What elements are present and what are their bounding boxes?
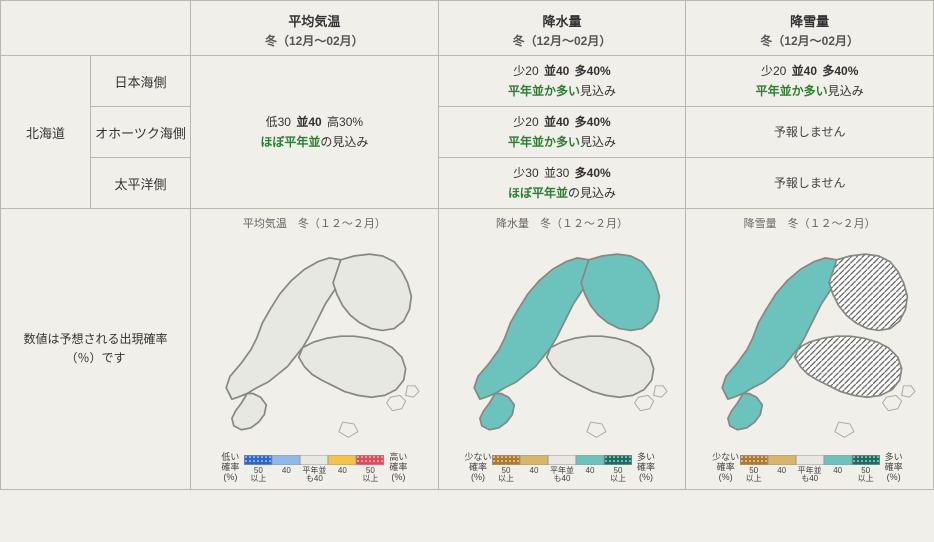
map-cell-temp: 平均気温 冬（１２～２月） 低い確率(%)50以上40平年並も404050以上高… bbox=[191, 209, 439, 490]
map-title: 平均気温 冬（１２～２月） bbox=[195, 215, 434, 231]
cell-precip-1: 少20 並40 多40% 平年並か多い見込み bbox=[438, 107, 686, 158]
map-title: 降雪量 冬（１２～２月） bbox=[690, 215, 929, 231]
prob-mid: 並40 bbox=[296, 115, 321, 129]
row-nihonkai: 北海道 日本海側 低30 並40 高30% ほぼ平年並の見込み 少20 並40 … bbox=[1, 56, 934, 107]
summary-plain: 見込み bbox=[828, 84, 864, 98]
prob-mid: 並40 bbox=[792, 64, 817, 78]
legend-swatch: 50以上 bbox=[604, 455, 632, 483]
hokkaido-map-snow bbox=[695, 235, 925, 445]
col-header-snow: 降雪量 冬（12月～02月） bbox=[686, 1, 934, 56]
legend-right-label: 高い確率(%) bbox=[384, 453, 412, 483]
map-cell-precip: 降水量 冬（１２～２月） 少ない確率(%)50以上40平年並も404050以上多… bbox=[438, 209, 686, 490]
summary-em: 平年並か多い bbox=[508, 135, 580, 149]
hokkaido-map-precip bbox=[447, 235, 677, 445]
header-row: 平均気温 冬（12月～02月） 降水量 冬（12月～02月） 降雪量 冬（12月… bbox=[1, 1, 934, 56]
col-header-temp: 平均気温 冬（12月～02月） bbox=[191, 1, 439, 56]
prob-mid: 並40 bbox=[544, 115, 569, 129]
prob-mid: 並40 bbox=[544, 64, 569, 78]
legend-swatch: 40 bbox=[824, 455, 852, 483]
row-okhotsk: オホーツク海側 少20 並40 多40% 平年並か多い見込み 予報しません bbox=[1, 107, 934, 158]
legend-swatch: 40 bbox=[576, 455, 604, 483]
legend-swatch: 50以上 bbox=[356, 455, 384, 483]
col-title: 降水量 bbox=[443, 7, 682, 32]
legend-left-label: 少ない確率(%) bbox=[712, 453, 740, 483]
cell-snow-2: 予報しません bbox=[686, 158, 934, 209]
summary-em: 平年並か多い bbox=[756, 84, 828, 98]
summary-plain: の見込み bbox=[568, 186, 616, 200]
legend-swatch: 平年並も40 bbox=[548, 455, 576, 483]
legend-amount: 少ない確率(%)50以上40平年並も404050以上多い確率(%) bbox=[690, 453, 929, 483]
legend-left-label: 低い確率(%) bbox=[216, 453, 244, 483]
legend-swatch: 50以上 bbox=[740, 455, 768, 483]
map-cell-snow: 降雪量 冬（１２～２月） 少ない確率(%)50以上40平年並も404050以上多… bbox=[686, 209, 934, 490]
legend-swatch: 平年並も40 bbox=[300, 455, 328, 483]
note-line2: （％）です bbox=[5, 349, 186, 368]
prob-high: 多40% bbox=[575, 64, 611, 78]
prob-low: 少30 bbox=[513, 166, 538, 180]
map-row: 数値は予想される出現確率 （％）です 平均気温 冬（１２～２月） 低い確率(%)… bbox=[1, 209, 934, 490]
cell-temp-all: 低30 並40 高30% ほぼ平年並の見込み bbox=[191, 56, 439, 209]
summary-plain: 見込み bbox=[580, 135, 616, 149]
legend-swatch: 50以上 bbox=[492, 455, 520, 483]
legend-swatch: 40 bbox=[768, 455, 796, 483]
prob-low: 少20 bbox=[513, 64, 538, 78]
prob-high: 高30% bbox=[327, 115, 363, 129]
subregion-label: オホーツク海側 bbox=[91, 107, 191, 158]
col-season: 冬（12月～02月） bbox=[195, 32, 434, 49]
prob-low: 少20 bbox=[513, 115, 538, 129]
col-title: 平均気温 bbox=[195, 7, 434, 32]
col-header-precip: 降水量 冬（12月～02月） bbox=[438, 1, 686, 56]
cell-snow-1: 予報しません bbox=[686, 107, 934, 158]
prob-low: 少20 bbox=[761, 64, 786, 78]
row-pacific: 太平洋側 少30 並30 多40% ほぼ平年並の見込み 予報しません bbox=[1, 158, 934, 209]
legend-temp: 低い確率(%)50以上40平年並も404050以上高い確率(%) bbox=[195, 453, 434, 483]
prob-low: 低30 bbox=[266, 115, 291, 129]
map-title: 降水量 冬（１２～２月） bbox=[443, 215, 682, 231]
legend-swatch: 40 bbox=[272, 455, 300, 483]
legend-swatch: 50以上 bbox=[852, 455, 880, 483]
summary-plain: の見込み bbox=[320, 135, 368, 149]
legend-right-label: 多い確率(%) bbox=[880, 453, 908, 483]
col-season: 冬（12月～02月） bbox=[443, 32, 682, 49]
cell-snow-0: 少20 並40 多40% 平年並か多い見込み bbox=[686, 56, 934, 107]
summary-plain: 見込み bbox=[580, 84, 616, 98]
prob-high: 多40% bbox=[575, 115, 611, 129]
col-season: 冬（12月～02月） bbox=[690, 32, 929, 49]
summary-em: ほぼ平年並 bbox=[260, 135, 320, 149]
legend-swatch: 平年並も40 bbox=[796, 455, 824, 483]
legend-amount: 少ない確率(%)50以上40平年並も404050以上多い確率(%) bbox=[443, 453, 682, 483]
legend-swatch: 40 bbox=[328, 455, 356, 483]
region-label: 北海道 bbox=[1, 56, 91, 209]
summary-em: 平年並か多い bbox=[508, 84, 580, 98]
legend-swatch: 50以上 bbox=[244, 455, 272, 483]
cell-precip-2: 少30 並30 多40% ほぼ平年並の見込み bbox=[438, 158, 686, 209]
subregion-label: 日本海側 bbox=[91, 56, 191, 107]
legend-right-label: 多い確率(%) bbox=[632, 453, 660, 483]
summary-em: ほぼ平年並 bbox=[508, 186, 568, 200]
note-line1: 数値は予想される出現確率 bbox=[5, 330, 186, 349]
prob-high: 多40% bbox=[575, 166, 611, 180]
forecast-table: 平均気温 冬（12月～02月） 降水量 冬（12月～02月） 降雪量 冬（12月… bbox=[0, 0, 934, 490]
legend-swatch: 40 bbox=[520, 455, 548, 483]
note-cell: 数値は予想される出現確率 （％）です bbox=[1, 209, 191, 490]
legend-left-label: 少ない確率(%) bbox=[464, 453, 492, 483]
prob-high: 多40% bbox=[822, 64, 858, 78]
prob-mid: 並30 bbox=[544, 166, 569, 180]
subregion-label: 太平洋側 bbox=[91, 158, 191, 209]
hokkaido-map-temp bbox=[199, 235, 429, 445]
cell-precip-0: 少20 並40 多40% 平年並か多い見込み bbox=[438, 56, 686, 107]
col-title: 降雪量 bbox=[690, 7, 929, 32]
